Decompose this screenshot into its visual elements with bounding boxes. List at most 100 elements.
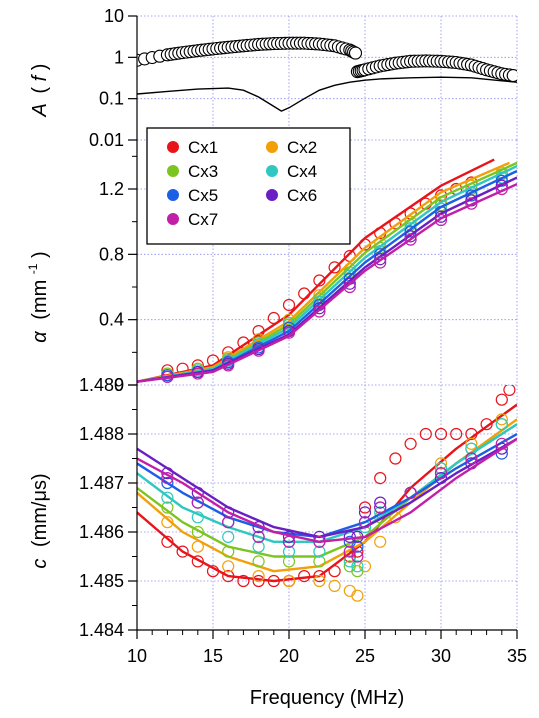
legend: Cx1 Cx2 Cx3 Cx4 Cx5 Cx6 Cx7 <box>146 127 351 245</box>
data-point-cx1 <box>358 501 372 514</box>
fit-line-cx6 <box>137 176 517 383</box>
y-tick-label: 1.487 <box>79 473 124 493</box>
y-tick-label: 1.485 <box>79 571 124 591</box>
amplitude-marker <box>348 46 363 60</box>
data-point-cx7 <box>222 516 235 529</box>
x-axis-label: Frequency (MHz) <box>250 687 404 709</box>
data-point-cx4 <box>495 418 508 431</box>
data-point-cx6 <box>374 496 387 509</box>
fit-line-cx1 <box>137 403 517 583</box>
data-point-cx6 <box>313 302 326 315</box>
data-point-cx1 <box>222 569 235 583</box>
data-point-cx6 <box>358 506 372 519</box>
data-point-cx3 <box>191 525 204 539</box>
data-point-cx7 <box>161 472 174 485</box>
data-point-cx1 <box>191 555 204 568</box>
data-point-cx1 <box>374 472 387 485</box>
data-point-cx5 <box>161 476 174 490</box>
legend-label-cx6: Cx6 <box>287 186 317 205</box>
y-tick-label: 10 <box>104 6 124 26</box>
attenuation-ylabel: α (mm -1 ) <box>20 251 51 342</box>
data-point-cx4 <box>434 462 448 475</box>
data-point-cx7 <box>282 535 296 548</box>
fit-line-cx4 <box>137 165 517 383</box>
data-point-cx4 <box>252 540 265 553</box>
y-tick-label: 0.1 <box>99 89 124 109</box>
data-point-cx2 <box>252 569 265 583</box>
data-point-cx4 <box>191 511 204 524</box>
data-point-cx6 <box>374 253 387 266</box>
data-point-cx3 <box>313 555 326 568</box>
data-point-cx7 <box>434 213 448 227</box>
data-point-cx2 <box>191 540 204 553</box>
legend-label-cx2: Cx2 <box>287 138 317 157</box>
data-point-cx6 <box>495 442 508 455</box>
data-point-cx1 <box>161 535 174 548</box>
data-point-cx7 <box>434 467 448 480</box>
data-point-cx7 <box>495 182 508 196</box>
fit-line-cx7 <box>137 437 517 543</box>
data-point-cx1 <box>503 385 516 396</box>
data-point-cx7 <box>252 530 265 544</box>
data-point-cx4 <box>222 530 235 544</box>
legend-marker-cx5 <box>167 189 179 201</box>
legend-marker-cx4 <box>266 165 278 177</box>
y-tick-label: 1.489 <box>79 375 124 395</box>
panel-data <box>137 158 517 383</box>
fit-line-cx2 <box>137 161 510 383</box>
data-point-cx1 <box>298 569 311 583</box>
fit-line-cx2 <box>137 418 517 573</box>
y-tick-label: 0 <box>114 375 124 395</box>
data-point-cx2 <box>313 574 326 588</box>
data-point-cx1 <box>328 261 341 274</box>
data-point-cx7 <box>313 535 326 548</box>
legend-marker-cx2 <box>266 141 278 153</box>
data-point-cx6 <box>191 486 204 499</box>
data-point-cx7 <box>374 501 387 514</box>
data-point-cx1 <box>389 452 402 465</box>
data-point-cx2 <box>328 579 341 593</box>
amplitude-line <box>137 76 517 112</box>
data-point-cx2 <box>343 262 356 276</box>
data-point-cx7 <box>343 280 356 294</box>
data-point-cx2 <box>495 413 508 426</box>
data-point-cx1 <box>282 298 296 312</box>
data-point-cx7 <box>191 496 204 509</box>
data-point-cx7 <box>252 344 265 357</box>
data-point-cx2 <box>222 560 235 573</box>
y-tick-label: 1.488 <box>79 424 124 444</box>
data-point-cx1 <box>495 393 508 406</box>
data-point-cx1 <box>267 311 280 325</box>
data-point-cx4 <box>351 560 364 573</box>
grid-layer <box>137 15 518 630</box>
legend-box <box>146 127 351 245</box>
data-point-cx4 <box>313 545 326 558</box>
data-point-cx7 <box>465 197 478 210</box>
x-tick-label: 35 <box>507 646 527 666</box>
sound-speed-ylabel: c (mm/μs) <box>29 473 51 568</box>
data-point-cx1 <box>267 574 280 588</box>
data-point-cx3 <box>351 565 364 578</box>
data-point-cx2 <box>434 457 448 470</box>
legend-label-cx3: Cx3 <box>188 162 218 181</box>
data-point-cx7 <box>465 452 478 465</box>
data-point-cx1 <box>389 217 402 230</box>
legend-label-cx7: Cx7 <box>188 210 218 229</box>
panel-data <box>137 36 517 112</box>
y-tick-label: 0.01 <box>89 130 124 150</box>
data-point-cx4 <box>465 442 478 455</box>
data-point-cx1 <box>313 274 326 287</box>
data-point-cx3 <box>252 555 265 568</box>
legend-marker-cx1 <box>167 141 179 153</box>
legend-marker-cx3 <box>167 165 179 177</box>
fit-line-cx7 <box>137 183 517 383</box>
data-point-cx6 <box>343 277 356 290</box>
data-point-cx7 <box>191 367 204 380</box>
x-tick-label: 10 <box>127 646 147 666</box>
data-point-cx7 <box>161 370 174 383</box>
x-tick-label: 25 <box>355 646 375 666</box>
y-tick-label: 1 <box>114 47 124 67</box>
data-layer <box>137 36 517 602</box>
data-point-cx1 <box>252 574 265 588</box>
data-point-cx2 <box>374 535 387 548</box>
